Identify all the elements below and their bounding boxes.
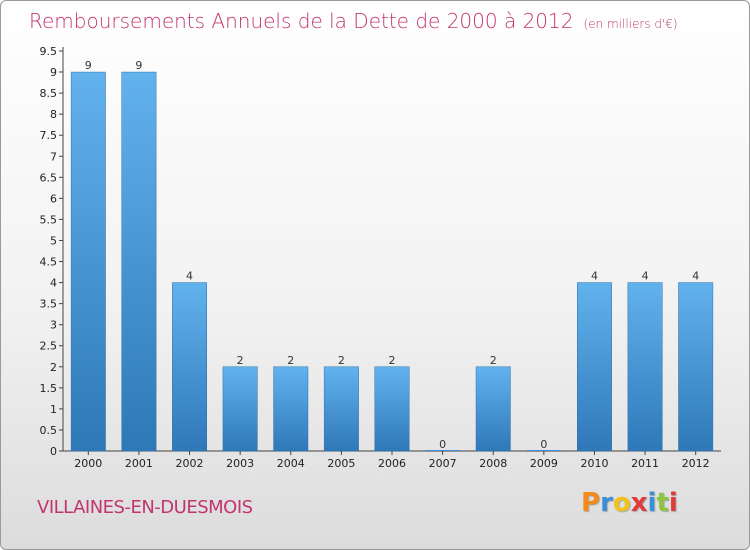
x-tick-label: 2011: [631, 457, 659, 470]
data-label: 4: [692, 270, 699, 283]
x-tick-label: 2010: [580, 457, 608, 470]
bar: [577, 282, 612, 452]
bar: [475, 366, 511, 452]
x-tick-label: 2002: [176, 457, 204, 470]
y-tick-label: 6: [50, 192, 57, 205]
data-label: 9: [135, 59, 142, 72]
y-tick-label: 4: [50, 277, 57, 290]
labels: 2000 9 2001 9 2002 4 2003 2 2004 2 2005 2 2006 2 2007 0…: [74, 59, 709, 470]
y-tick-label: 0: [50, 445, 57, 458]
bar: [374, 366, 410, 452]
title-unit: (en milliers d'€): [583, 17, 678, 31]
title-text: Remboursements Annuels de la Dette de 20…: [29, 9, 574, 33]
data-label: 0: [540, 438, 547, 451]
logo-letter: x: [630, 488, 648, 518]
logo-letter: t: [656, 488, 669, 518]
x-tick-label: 2012: [682, 457, 710, 470]
x-tick-label: 2007: [429, 457, 457, 470]
bar: [70, 71, 106, 452]
x-tick-label: 2008: [479, 457, 507, 470]
bar: [273, 366, 309, 452]
y-tick-label: 6.5: [40, 171, 58, 184]
x-tick-label: 2005: [327, 457, 355, 470]
bar: [526, 450, 562, 451]
proxiti-logo: Proxiti: [581, 488, 678, 518]
x-tick-label: 2000: [74, 457, 102, 470]
y-tick-label: 9.5: [40, 45, 58, 58]
logo-letter: r: [600, 488, 613, 518]
logo-letter: i: [668, 488, 678, 518]
bar: [121, 71, 157, 452]
bar: [323, 366, 359, 452]
data-label: 4: [642, 270, 649, 283]
y-tick-label: 2.5: [40, 340, 58, 353]
data-label: 4: [591, 270, 598, 283]
axes: 0 0.5 1 1.5 2 2.5 3 3.5 4 4.5 5 5.5 6 6.5 7 7.5 8 8.5 9 9.5: [40, 45, 721, 458]
bar: [222, 366, 258, 452]
y-tick-label: 9: [50, 66, 57, 79]
y-tick-label: 3.5: [40, 298, 58, 311]
x-tick-label: 2004: [277, 457, 305, 470]
data-label: 2: [287, 354, 294, 367]
bar: [627, 282, 663, 452]
bar: [678, 282, 714, 452]
y-tick-label: 8.5: [40, 87, 58, 100]
data-label: 0: [439, 438, 446, 451]
y-tick-label: 7: [50, 150, 57, 163]
y-tick-label: 3: [50, 319, 57, 332]
logo-letter: o: [612, 488, 631, 518]
y-tick-label: 1.5: [40, 382, 58, 395]
y-tick-label: 4.5: [40, 256, 58, 269]
y-tick-label: 2: [50, 361, 57, 374]
data-label: 2: [389, 354, 396, 367]
y-tick-label: 1: [50, 403, 57, 416]
y-tick-label: 0.5: [40, 424, 58, 437]
y-tick-label: 5.5: [40, 213, 58, 226]
commune-name: VILLAINES-EN-DUESMOIS: [37, 497, 253, 518]
data-label: 2: [490, 354, 497, 367]
x-tick-label: 2009: [530, 457, 558, 470]
bars: [70, 71, 714, 452]
chart-title: Remboursements Annuels de la Dette de 20…: [29, 9, 678, 33]
logo-letter: P: [581, 488, 601, 518]
bar: [172, 282, 207, 452]
logo-letter: i: [647, 488, 657, 518]
bar: [425, 450, 460, 451]
y-tick-label: 8: [50, 108, 57, 121]
x-tick-label: 2003: [226, 457, 254, 470]
data-label: 2: [237, 354, 244, 367]
y-tick-label: 5: [50, 234, 57, 247]
data-label: 2: [338, 354, 345, 367]
data-label: 9: [85, 59, 92, 72]
data-label: 4: [186, 270, 193, 283]
x-tick-label: 2006: [378, 457, 406, 470]
y-tick-label: 7.5: [40, 129, 58, 142]
x-tick-label: 2001: [125, 457, 153, 470]
